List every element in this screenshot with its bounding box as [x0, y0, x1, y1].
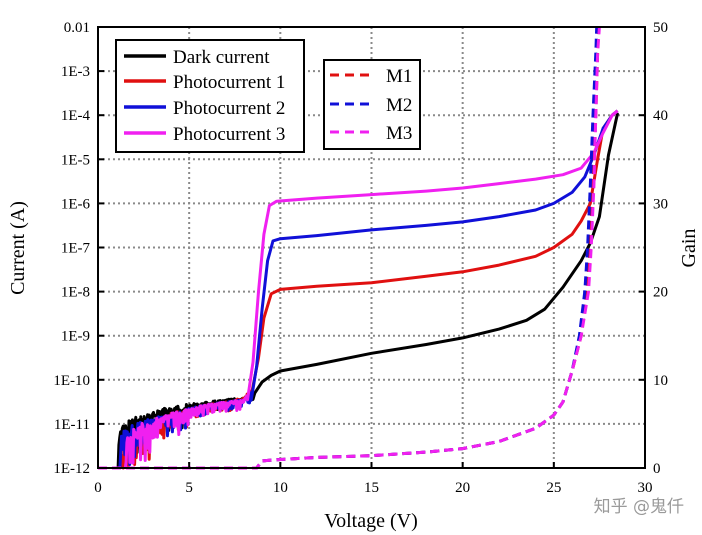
y-tick-label: 1E-5: [61, 152, 90, 168]
x-tick-label: 10: [273, 480, 288, 496]
legend-gain-box: [323, 59, 421, 150]
y-tick-label: 1E-12: [53, 461, 90, 477]
ticks-layer: 0 5 10 15 20 25 30 1E-12 1E-11 1E-10 1E-9 1E-8 1E-7 1…: [53, 20, 668, 496]
legend-label-photocurrent-3: Photocurrent 3: [173, 124, 285, 145]
y2-tick-label: 0: [653, 461, 661, 477]
y2-tick-label: 50: [653, 20, 668, 36]
y-axis-label: Current (A): [7, 201, 29, 295]
y-tick-label: 1E-11: [54, 417, 90, 433]
y-tick-label: 0.01: [64, 20, 90, 36]
series-layer: [98, 26, 620, 470]
x-tick-label: 30: [638, 480, 653, 496]
legend-label-m3: M3: [386, 123, 412, 144]
x-tick-label: 20: [455, 480, 470, 496]
series-line-photocurrent-3: [123, 109, 619, 469]
x-tick-label: 25: [546, 480, 561, 496]
legend-label-photocurrent-2: Photocurrent 2: [173, 98, 285, 119]
gain-line-m3: [98, 26, 601, 470]
y-tick-label: 1E-3: [61, 64, 90, 80]
y2-tick-label: 20: [653, 285, 668, 301]
legend-label-dark-current: Dark current: [173, 47, 270, 68]
y-tick-label: 1E-6: [61, 196, 91, 212]
y2-axis-label: Gain: [678, 229, 700, 268]
y-tick-label: 1E-9: [61, 329, 90, 345]
legend-current: Dark current Photocurrent 1 Photocurrent…: [115, 39, 305, 153]
legend-label-m2: M2: [386, 95, 412, 116]
x-tick-label: 5: [185, 480, 193, 496]
watermark: 知乎 @鬼仟: [594, 497, 684, 517]
x-tick-label: 0: [94, 480, 102, 496]
legend-gain: M1 M2 M3: [323, 59, 421, 150]
y-tick-label: 1E-7: [61, 241, 91, 257]
y2-tick-label: 40: [653, 108, 668, 124]
x-tick-label: 15: [364, 480, 379, 496]
y-tick-label: 1E-4: [61, 108, 91, 124]
legend-label-m1: M1: [386, 66, 412, 87]
legend-label-photocurrent-1: Photocurrent 1: [173, 72, 285, 93]
y2-tick-label: 10: [653, 373, 668, 389]
x-axis-label: Voltage (V): [324, 510, 418, 532]
y2-tick-label: 30: [653, 196, 668, 212]
y-tick-label: 1E-8: [61, 285, 90, 301]
y-tick-label: 1E-10: [53, 373, 90, 389]
